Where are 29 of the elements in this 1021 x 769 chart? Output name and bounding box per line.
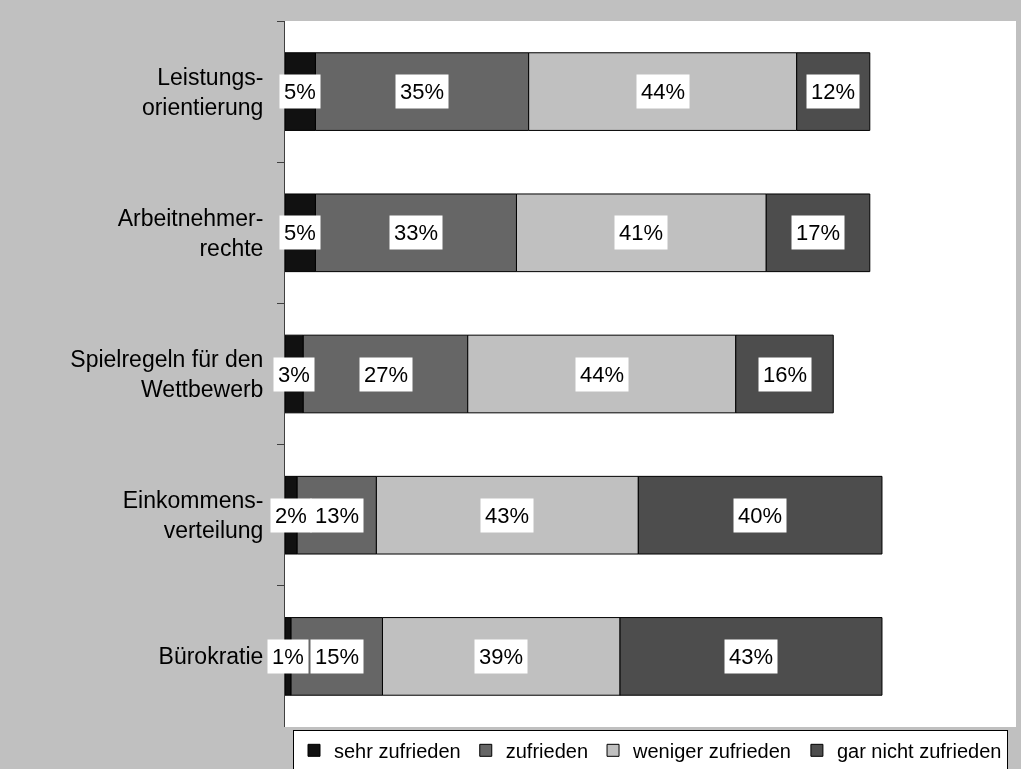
data-label: 41% <box>619 220 664 245</box>
data-label: 12% <box>811 79 856 104</box>
y-tick-label: Spielregeln für den Wettbewerb <box>70 346 264 402</box>
data-label: 44% <box>580 362 625 387</box>
data-label: 44% <box>641 79 686 104</box>
y-tick-label: Arbeitnehmer- rechte <box>117 204 264 261</box>
y-tick-label: Einkommens- verteilung <box>122 487 264 544</box>
y-tick-label: Leistungs- orientierung <box>141 63 264 120</box>
y-tick-label: Bürokratie <box>158 643 264 670</box>
data-label: 2% <box>275 503 307 528</box>
legend-label: zufrieden <box>505 740 589 763</box>
data-label: 1% <box>272 644 304 669</box>
data-label: 33% <box>394 220 439 245</box>
data-label: 5% <box>284 220 316 245</box>
data-label: 40% <box>738 503 783 528</box>
data-label: 3% <box>278 362 310 387</box>
data-label: 27% <box>364 362 409 387</box>
data-label: 39% <box>479 644 524 669</box>
data-label: 16% <box>763 362 808 387</box>
data-label: 43% <box>729 644 774 669</box>
data-label: 15% <box>315 644 360 669</box>
legend-label: gar nicht zufrieden <box>836 740 1002 763</box>
data-label: 35% <box>400 79 445 104</box>
data-label: 43% <box>485 503 530 528</box>
legend-label: weniger zufrieden <box>632 740 791 763</box>
data-label: 17% <box>796 220 841 245</box>
data-label: 5% <box>284 79 316 104</box>
data-label: 13% <box>315 503 360 528</box>
legend-label: sehr zufrieden <box>334 740 461 763</box>
